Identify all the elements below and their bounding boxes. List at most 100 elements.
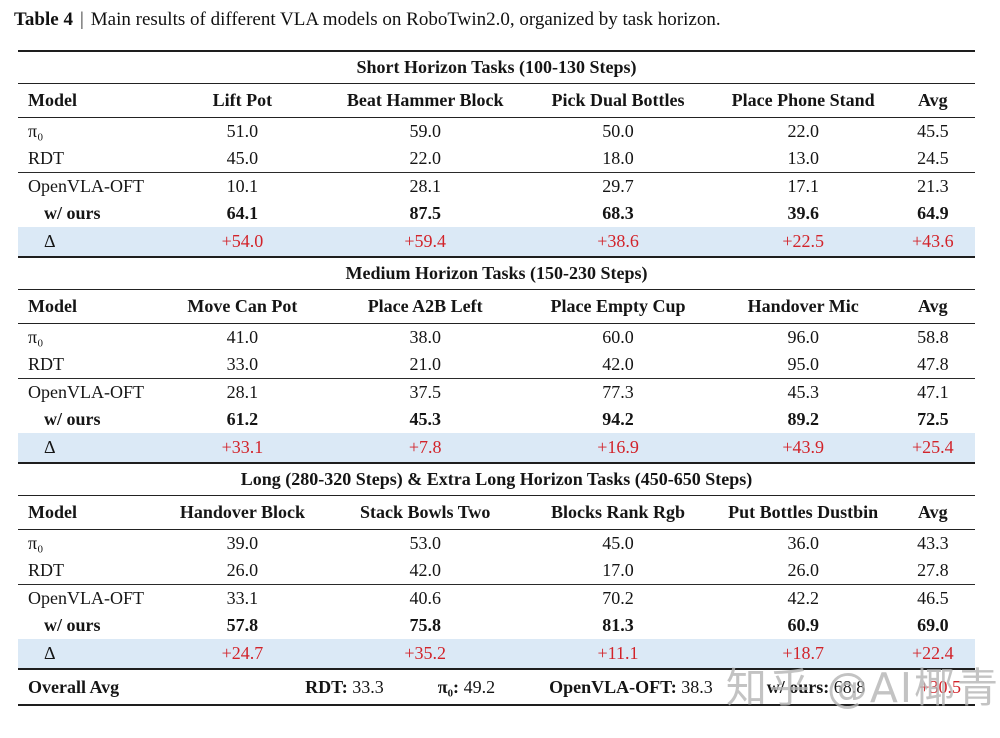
table-rule: [18, 117, 975, 118]
delta-cell: +11.1: [597, 643, 639, 663]
value-cell: 53.0: [409, 533, 441, 553]
value-cell: 72.5: [917, 409, 949, 429]
caption-separator: |: [79, 9, 84, 30]
value-cell: 45.5: [917, 121, 949, 141]
delta-row: Δ +33.1 +7.8 +16.9 +43.9 +25.4: [18, 433, 975, 462]
results-table: Short Horizon Tasks (100-130 Steps) Mode…: [18, 50, 975, 706]
table-row: w/ ours 61.2 45.3 94.2 89.2 72.5: [18, 406, 975, 433]
value-cell: 45.0: [226, 148, 259, 168]
table-rule: [18, 83, 975, 84]
value-cell: 87.5: [409, 203, 441, 223]
value-cell: 36.0: [787, 533, 819, 553]
delta-row: Δ +54.0 +59.4 +38.6 +22.5 +43.6: [18, 227, 975, 256]
table-header-row: Model Move Can Pot Place A2B Left Place …: [18, 290, 975, 323]
column-header: Avg: [918, 502, 948, 522]
delta-symbol: Δ: [44, 643, 56, 663]
table-rule: [18, 172, 975, 173]
value-cell: 27.8: [917, 560, 949, 580]
table-row: RDT 45.0 22.0 18.0 13.0 24.5: [18, 145, 975, 172]
model-cell: RDT: [28, 560, 64, 580]
model-cell: OpenVLA-OFT: [28, 176, 144, 196]
value-cell: 81.3: [602, 615, 634, 635]
value-cell: 33.1: [226, 588, 259, 608]
value-cell: 24.5: [917, 148, 949, 168]
value-cell: 77.3: [602, 382, 634, 402]
overall-avg-row: Overall Avg RDT: 33.3 π₀: 49.2 OpenVLA-O…: [18, 670, 975, 704]
model-cell: π₀: [28, 533, 44, 553]
column-header: Put Bottles Dustbin: [728, 502, 879, 522]
value-cell: 41.0: [226, 327, 259, 347]
model-cell: w/ ours: [44, 203, 101, 223]
value-cell: 28.1: [226, 382, 259, 402]
overall-entry-openvla-oft: OpenVLA-OFT: 38.3: [549, 676, 713, 697]
value-cell: 64.9: [917, 203, 949, 223]
column-header: Avg: [918, 296, 948, 316]
table-caption: Table 4 | Main results of different VLA mo…: [0, 0, 1000, 31]
table-row: RDT 33.0 21.0 42.0 95.0 47.8: [18, 351, 975, 378]
caption-text: Main results of different VLA models on …: [90, 9, 721, 30]
table-row: π₀ 39.0 53.0 45.0 36.0 43.3: [18, 530, 975, 557]
value-cell: 69.0: [917, 615, 949, 635]
value-cell: 17.0: [602, 560, 634, 580]
value-cell: 39.0: [226, 533, 259, 553]
model-cell: w/ ours: [44, 615, 101, 635]
table-rule: [18, 529, 975, 530]
table-number: Table 4: [14, 9, 73, 30]
overall-entry-ours: w/ ours: 68.8: [766, 676, 866, 697]
value-cell: 21.3: [917, 176, 949, 196]
value-cell: 45.3: [409, 409, 441, 429]
value-cell: 17.1: [787, 176, 819, 196]
value-cell: 47.1: [917, 382, 949, 402]
column-header: Place Empty Cup: [550, 296, 686, 316]
value-cell: 61.2: [226, 409, 259, 429]
delta-cell: +22.4: [912, 643, 954, 663]
delta-cell: +16.9: [597, 437, 639, 457]
column-header: Avg: [918, 90, 948, 110]
table-rule: [18, 462, 975, 464]
delta-cell: +24.7: [221, 643, 264, 663]
delta-cell: +54.0: [221, 231, 264, 251]
delta-cell: +7.8: [408, 437, 442, 457]
table-row: w/ ours 64.1 87.5 68.3 39.6 64.9: [18, 200, 975, 227]
overall-avg-label: Overall Avg: [28, 676, 120, 697]
delta-cell: +59.4: [404, 231, 447, 251]
delta-symbol: Δ: [44, 437, 56, 457]
value-cell: 38.0: [409, 327, 441, 347]
value-cell: 70.2: [602, 588, 634, 608]
column-header: Stack Bowls Two: [360, 502, 491, 522]
column-header: Place A2B Left: [367, 296, 483, 316]
value-cell: 22.0: [409, 148, 441, 168]
section-title: Long (280-320 Steps) & Extra Long Horizo…: [240, 469, 753, 489]
delta-cell: +33.1: [221, 437, 264, 457]
delta-cell: +35.2: [404, 643, 447, 663]
value-cell: 57.8: [226, 615, 259, 635]
table-rule: [18, 50, 975, 52]
value-cell: 39.6: [787, 203, 819, 223]
column-header: Handover Block: [179, 502, 305, 522]
table-row: π₀ 51.0 59.0 50.0 22.0 45.5: [18, 118, 975, 145]
value-cell: 40.6: [409, 588, 441, 608]
table-row: RDT 26.0 42.0 17.0 26.0 27.8: [18, 557, 975, 584]
value-cell: 68.3: [602, 203, 634, 223]
column-header: Blocks Rank Rgb: [550, 502, 686, 522]
value-cell: 58.8: [917, 327, 949, 347]
value-cell: 42.0: [602, 354, 634, 374]
column-header: Model: [28, 502, 77, 522]
value-cell: 60.0: [602, 327, 634, 347]
value-cell: 26.0: [787, 560, 819, 580]
overall-delta: +30.5: [919, 676, 961, 697]
model-cell: RDT: [28, 148, 64, 168]
value-cell: 22.0: [787, 121, 819, 141]
table-rule: [18, 704, 975, 706]
model-cell: OpenVLA-OFT: [28, 588, 144, 608]
table-rule: [18, 256, 975, 258]
model-cell: RDT: [28, 354, 64, 374]
delta-symbol: Δ: [44, 231, 56, 251]
value-cell: 18.0: [602, 148, 634, 168]
value-cell: 42.2: [787, 588, 819, 608]
table-header-row: Model Handover Block Stack Bowls Two Blo…: [18, 496, 975, 529]
table-rule: [18, 289, 975, 290]
table-rule: [18, 495, 975, 496]
value-cell: 45.0: [602, 533, 634, 553]
value-cell: 42.0: [409, 560, 441, 580]
